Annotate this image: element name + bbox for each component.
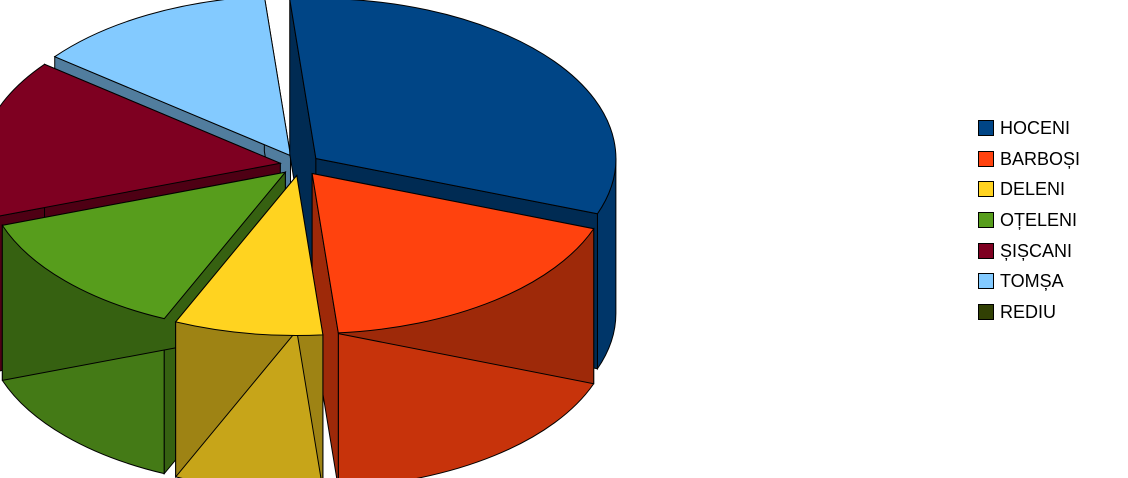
pie-slice-top [174,174,324,337]
pie-slice-barbosi [311,172,595,478]
legend: HOCENI BARBOȘI DELENI OȚELENI ȘIȘCANI TOMȘA RE… [978,113,1118,327]
legend-label: ȘIȘCANI [1000,240,1073,261]
legend-swatch [978,181,994,198]
legend-swatch [978,150,994,167]
legend-swatch [978,212,994,229]
pie-slice-top [53,0,292,157]
legend-label: REDIU [1000,301,1057,322]
legend-label: HOCENI [1000,118,1071,139]
legend-swatch [978,273,994,290]
legend-item-barbosi: BARBOȘI [978,144,1118,175]
legend-swatch [978,242,994,259]
legend-swatch [978,120,994,137]
legend-item-oteleni: OȚELENI [978,205,1118,236]
legend-item-hoceni: HOCENI [978,113,1118,144]
legend-swatch [978,303,994,320]
pie-slice-top [289,0,617,215]
legend-item-siscani: ȘIȘCANI [978,235,1118,266]
legend-label: DELENI [1000,179,1066,200]
legend-label: OȚELENI [1000,210,1078,231]
legend-label: TOMȘA [1000,271,1064,292]
legend-label: BARBOȘI [1000,148,1081,169]
pie-slice-top [1,171,287,320]
legend-item-rediu: REDIU [978,297,1118,328]
pie-slice-top [0,63,282,217]
pie-slice-deleni [174,174,324,478]
legend-item-deleni: DELENI [978,174,1118,205]
legend-item-tomsa: TOMȘA [978,266,1118,297]
pie-slice-top [311,172,595,334]
